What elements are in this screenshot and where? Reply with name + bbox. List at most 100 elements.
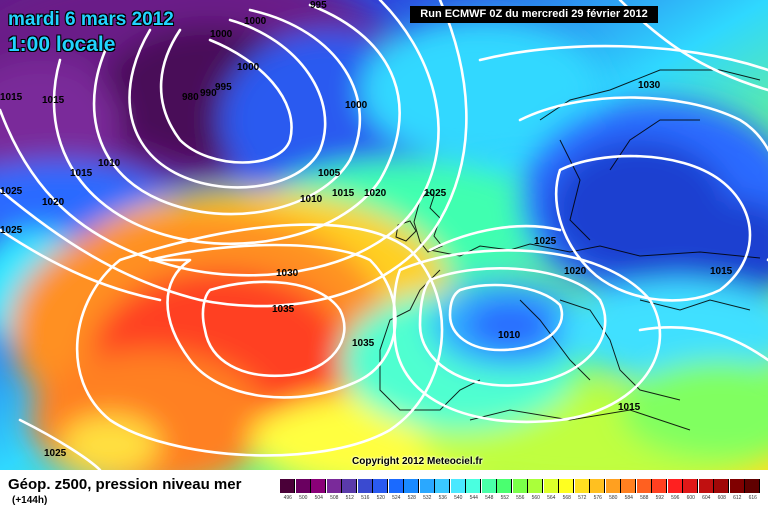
scale-swatch [357, 479, 373, 493]
scale-label: 616 [748, 495, 757, 501]
scale-step: 524 [388, 479, 405, 501]
scale-label: 536 [438, 495, 447, 501]
scale-step: 584 [621, 479, 637, 501]
scale-swatch [512, 479, 528, 493]
scale-swatch [404, 479, 420, 493]
scale-label: 556 [516, 495, 525, 501]
legend-subtitle: (+144h) [12, 495, 48, 506]
scale-label: 612 [733, 495, 742, 501]
scale-step: 616 [745, 479, 761, 501]
forecast-date: mardi 6 mars 2012 [8, 9, 174, 30]
copyright-text: Copyright 2012 Meteociel.fr [352, 456, 483, 467]
scale-step: 608 [714, 479, 730, 501]
forecast-time: 1:00 locale [8, 33, 116, 56]
scale-step: 564 [543, 479, 560, 501]
scale-label: 560 [531, 495, 540, 501]
scale-label: 600 [686, 495, 695, 501]
isobar-label: 1030 [638, 80, 661, 91]
isobar-label: 1020 [564, 266, 587, 277]
isobar-label: 1030 [276, 268, 299, 279]
scale-step: 500 [295, 479, 312, 501]
isobar-label: 1005 [318, 168, 341, 179]
scale-step: 528 [404, 479, 420, 501]
scale-step: 508 [326, 479, 343, 501]
isobar-label: 1020 [364, 188, 387, 199]
scale-swatch [667, 479, 683, 493]
weather-map: 995 1000 1000 1000 1000 995 990 980 1015… [0, 0, 768, 470]
scale-label: 500 [299, 495, 308, 501]
scale-label: 580 [609, 495, 618, 501]
scale-label: 540 [454, 495, 463, 501]
scale-label: 608 [717, 495, 726, 501]
scale-swatch [497, 479, 513, 493]
isobar-label: 1025 [0, 225, 23, 236]
scale-label: 504 [314, 495, 323, 501]
scale-step: 552 [497, 479, 513, 501]
scale-label: 552 [500, 495, 509, 501]
scale-label: 572 [578, 495, 587, 501]
scale-label: 564 [547, 495, 556, 501]
isobar-label: 1010 [98, 158, 121, 169]
scale-step: 516 [357, 479, 374, 501]
scale-step: 596 [667, 479, 684, 501]
scale-swatch [698, 479, 714, 493]
scale-step: 572 [574, 479, 591, 501]
scale-label: 588 [640, 495, 649, 501]
scale-step: 604 [698, 479, 715, 501]
isobar-label: 1000 [210, 29, 233, 40]
isobar-label: 1000 [244, 16, 267, 27]
scale-swatch [295, 479, 311, 493]
isobar-label: 1015 [618, 402, 641, 413]
scale-step: 548 [481, 479, 498, 501]
isobar-label: 1025 [424, 188, 447, 199]
scale-swatch [528, 479, 544, 493]
scale-step: 588 [636, 479, 653, 501]
scale-swatch [311, 479, 327, 493]
scale-swatch [326, 479, 342, 493]
scale-step: 556 [512, 479, 529, 501]
scale-label: 544 [469, 495, 478, 501]
isobar-label: 1015 [0, 92, 23, 103]
isobar-label: 990 [200, 88, 217, 99]
scale-swatch [574, 479, 590, 493]
isobar-label: 1025 [0, 186, 23, 197]
isobar-label: 1015 [70, 168, 93, 179]
scale-label: 596 [671, 495, 680, 501]
scale-swatch [621, 479, 637, 493]
scale-step: 560 [528, 479, 544, 501]
scale-label: 524 [392, 495, 401, 501]
scale-swatch [450, 479, 466, 493]
scale-step: 612 [729, 479, 746, 501]
scale-label: 576 [593, 495, 602, 501]
legend-title: Géop. z500, pression niveau mer [8, 476, 242, 493]
scale-label: 532 [423, 495, 432, 501]
scale-step: 532 [419, 479, 436, 501]
isobar-label: 1010 [498, 330, 521, 341]
scale-swatch [636, 479, 652, 493]
isobar-label: 1015 [332, 188, 355, 199]
scale-step: 580 [605, 479, 622, 501]
scale-swatch [419, 479, 435, 493]
isobar-label: 1000 [237, 62, 260, 73]
scale-label: 508 [330, 495, 339, 501]
scale-label: 528 [407, 495, 416, 501]
scale-swatch [543, 479, 559, 493]
scale-swatch [559, 479, 575, 493]
isobar-label: 995 [310, 0, 327, 11]
scale-swatch [714, 479, 730, 493]
scale-swatch [435, 479, 451, 493]
scale-label: 568 [562, 495, 571, 501]
isobar-label: 995 [215, 82, 232, 93]
model-run-label: Run ECMWF 0Z du mercredi 29 février 2012 [410, 6, 658, 23]
scale-step: 544 [466, 479, 482, 501]
scale-step: 536 [435, 479, 451, 501]
isobar-label: 1025 [534, 236, 557, 247]
scale-swatch [280, 479, 296, 493]
scale-label: 516 [361, 495, 370, 501]
scale-swatch [342, 479, 358, 493]
scale-swatch [481, 479, 497, 493]
isobar-label: 1020 [42, 197, 65, 208]
scale-step: 512 [342, 479, 358, 501]
isobar-label: 980 [182, 92, 199, 103]
isobar-label: 1025 [44, 448, 67, 459]
